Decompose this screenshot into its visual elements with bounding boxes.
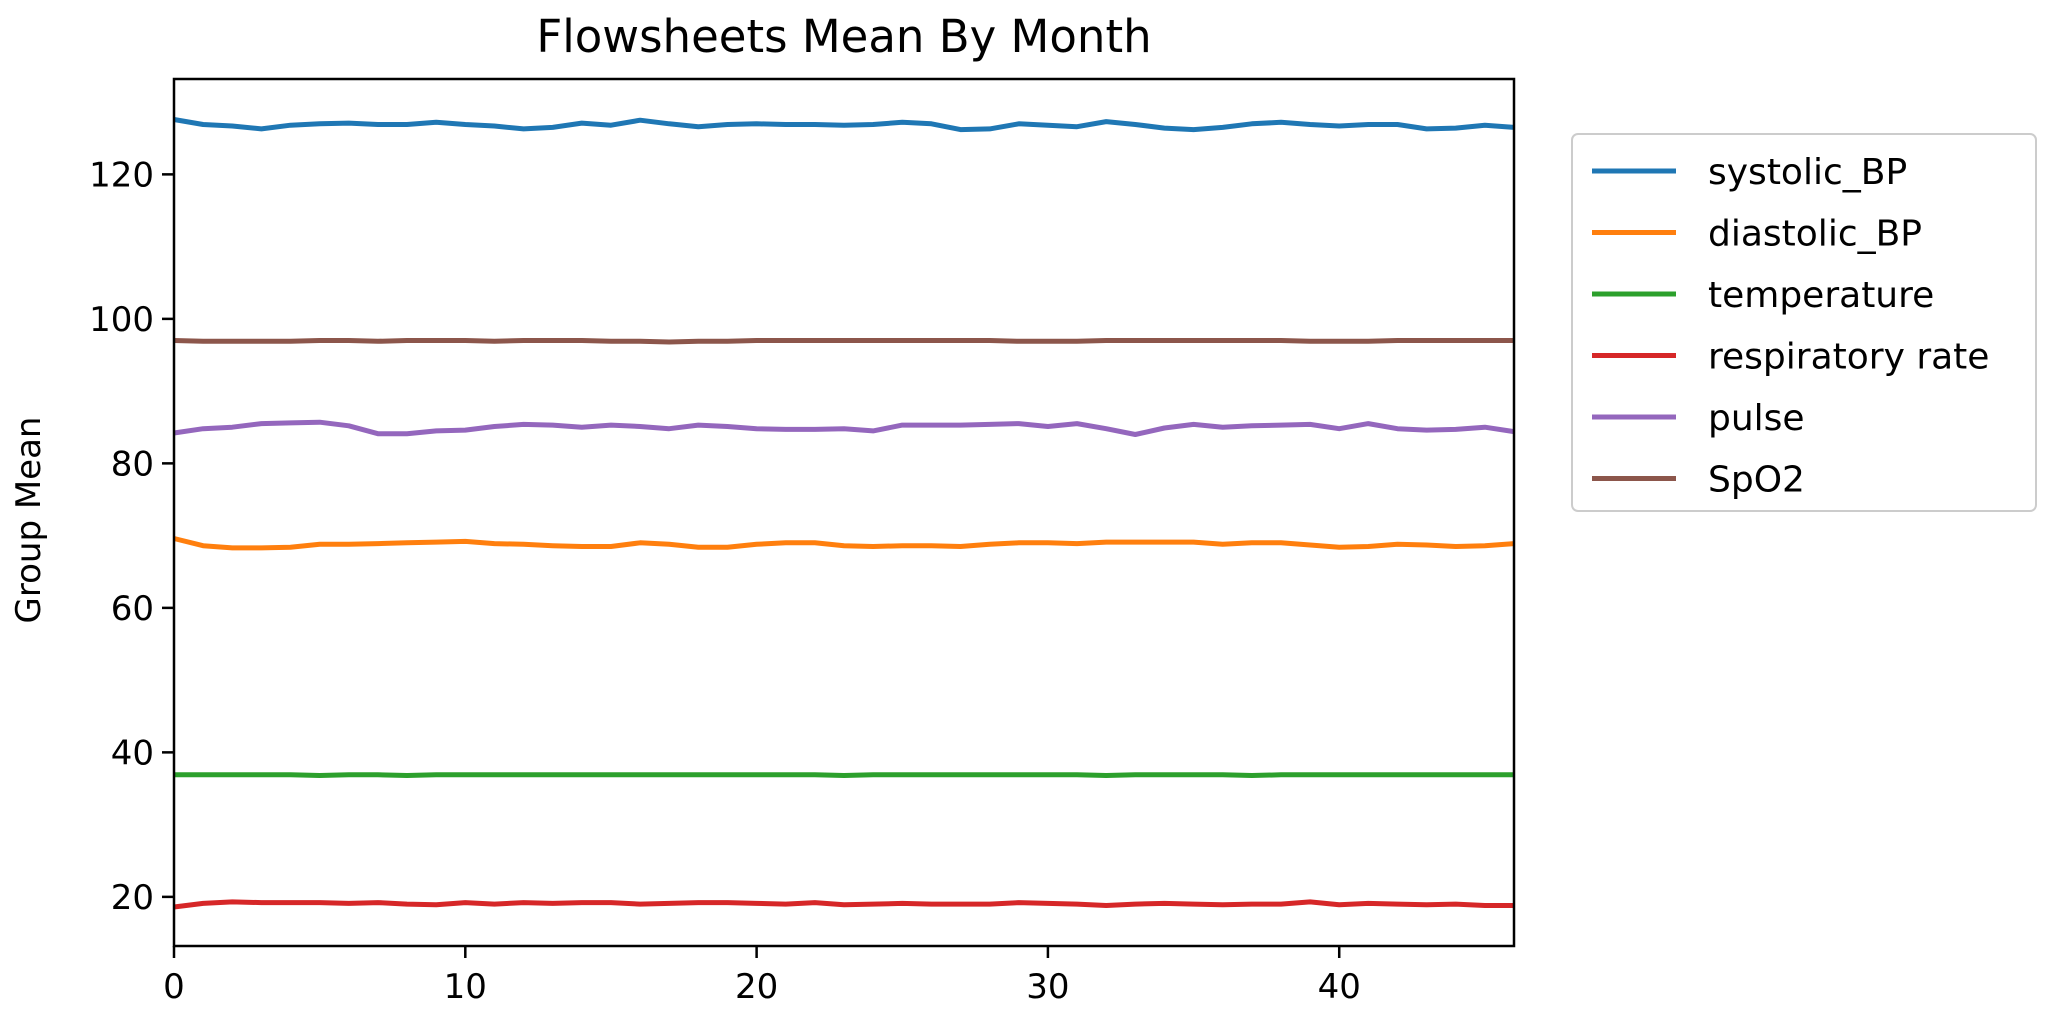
y-axis-ticks: 20 40 60 80 100 120 (89, 155, 174, 918)
legend-label: diastolic_BP (1708, 214, 1922, 255)
plot-lines (173, 117, 1515, 910)
legend: systolic_BP diastolic_BP temperature respir… (1571, 133, 2037, 512)
y-tick-label: 120 (89, 155, 154, 195)
y-tick-label: 60 (111, 589, 154, 629)
x-tick-label: 0 (163, 967, 185, 1007)
y-tick-label: 20 (111, 878, 154, 918)
y-tick-label: 80 (111, 444, 154, 484)
chart-title: Flowsheets Mean By Month (536, 10, 1151, 63)
series-line-3 (173, 899, 1514, 910)
y-tick-label: 40 (111, 733, 154, 773)
series-line-1 (173, 536, 1515, 551)
legend-label: pulse (1708, 398, 1805, 439)
legend-entries: systolic_BP diastolic_BP temperature respir… (1592, 152, 1989, 501)
x-tick-label: 30 (1026, 967, 1069, 1007)
legend-box (1571, 133, 2037, 512)
y-tick-label: 100 (89, 300, 154, 340)
x-axis-ticks: 0 10 20 30 40 (163, 946, 1361, 1007)
series-line-5 (173, 338, 1514, 345)
series-line-2 (174, 772, 1514, 778)
x-tick-label: 20 (735, 967, 778, 1007)
legend-label: SpO2 (1708, 460, 1805, 501)
plot-frame (172, 77, 1516, 948)
legend-label: respiratory rate (1708, 337, 1989, 378)
x-tick-label: 40 (1318, 967, 1361, 1007)
legend-label: temperature (1708, 275, 1934, 316)
series-line-0 (173, 117, 1515, 133)
y-axis-label: Group Mean (9, 417, 49, 624)
x-tick-label: 10 (444, 967, 487, 1007)
series-line-4 (173, 419, 1515, 437)
legend-label: systolic_BP (1708, 152, 1907, 193)
